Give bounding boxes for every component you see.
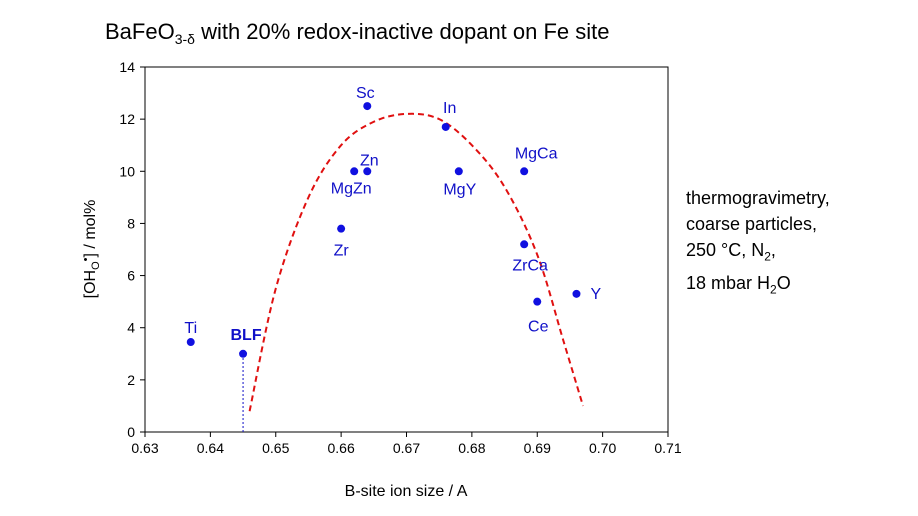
point-label-y: Y <box>590 286 601 303</box>
point-label-mgca: MgCa <box>515 145 558 162</box>
x-tick-label: 0.69 <box>524 440 551 456</box>
y-tick-label: 12 <box>119 111 135 127</box>
fit-curve <box>248 112 584 412</box>
fit-curve-path <box>248 112 584 412</box>
y-tick-label: 8 <box>127 215 135 231</box>
x-axis: 0.63 0.64 0.65 0.66 0.67 0.68 0.69 0.70 0.71 <box>131 432 682 456</box>
chart-title: BaFeO3-δ with 20% redox-inactive dopant … <box>105 19 610 47</box>
x-tick-label: 0.64 <box>197 440 224 456</box>
data-point-mgy <box>454 167 463 176</box>
data-point-zr <box>337 224 346 233</box>
data-point-ce <box>533 297 542 306</box>
y-tick-label: 6 <box>127 268 135 284</box>
point-label-in: In <box>443 100 456 117</box>
data-point-in <box>441 122 450 131</box>
data-point-ti <box>186 338 195 347</box>
y-tick-label: 10 <box>119 163 135 179</box>
y-tick-label: 4 <box>127 320 135 336</box>
y-axis: 0 2 4 6 8 10 12 14 <box>119 59 145 440</box>
x-tick-label: 0.70 <box>589 440 616 456</box>
x-tick-label: 0.67 <box>393 440 420 456</box>
x-tick-label: 0.71 <box>654 440 681 456</box>
point-label-zr: Zr <box>334 243 350 260</box>
note-line-3: 250 °C, N2, <box>686 240 776 264</box>
data-point-y <box>572 289 581 298</box>
note-line-1: thermogravimetry, <box>686 188 830 208</box>
x-tick-label: 0.68 <box>458 440 485 456</box>
y-tick-label: 2 <box>127 372 135 388</box>
y-axis-label: [OHO•] / mol% <box>80 200 102 299</box>
data-point-sc <box>363 102 372 111</box>
point-label-sc: Sc <box>356 85 375 102</box>
data-point-mgzn <box>350 167 359 176</box>
data-points: Ti BLF Zr Zn MgZn Sc In MgY MgCa ZrCa Ce Y <box>184 85 601 358</box>
x-tick-label: 0.66 <box>328 440 355 456</box>
data-point-blf <box>239 349 248 358</box>
y-tick-label: 0 <box>127 424 135 440</box>
point-label-blf: BLF <box>231 327 262 344</box>
note-line-2: coarse particles, <box>686 214 818 234</box>
point-label-zrca: ZrCa <box>512 257 548 274</box>
point-label-ti: Ti <box>184 320 197 337</box>
point-label-mgzn: MgZn <box>331 180 372 197</box>
data-point-zrca <box>520 240 529 249</box>
y-tick-label: 14 <box>119 59 135 75</box>
x-tick-label: 0.65 <box>262 440 289 456</box>
note-line-4: 18 mbar H2O <box>686 272 791 297</box>
data-point-mgca <box>520 167 529 176</box>
point-label-zn: Zn <box>360 152 379 169</box>
point-label-mgy: MgY <box>443 181 476 198</box>
experiment-conditions-note: thermogravimetry, coarse particles, 250 … <box>686 185 830 302</box>
x-axis-label: B-site ion size / A <box>345 483 468 500</box>
point-label-ce: Ce <box>528 319 549 336</box>
x-tick-label: 0.63 <box>131 440 158 456</box>
data-point-zn <box>363 167 372 176</box>
plot-frame <box>144 66 669 433</box>
